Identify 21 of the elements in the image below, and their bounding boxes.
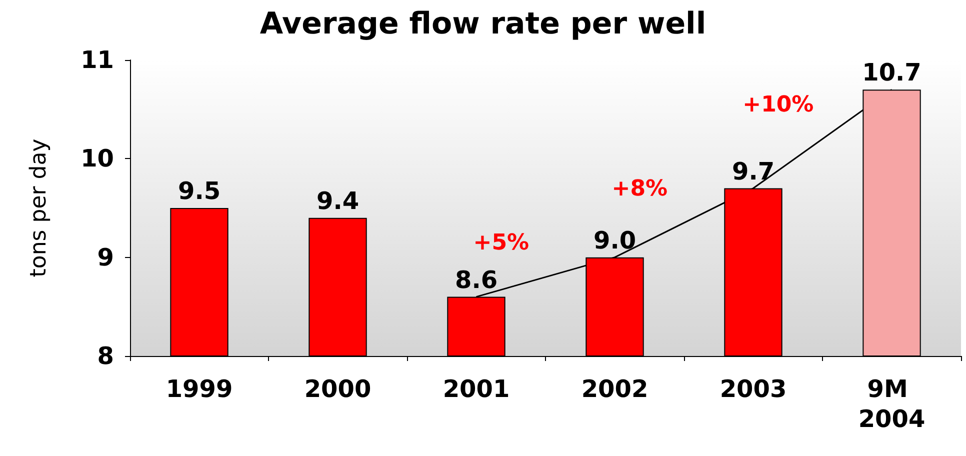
data-label: 9.7 [732,157,775,186]
x-tick-label: 2002 [581,375,648,403]
data-label: 9.4 [316,186,360,215]
x-tick-label: 2003 [720,375,787,403]
y-tick-label: 10 [80,144,114,173]
annotation: +10% [742,92,814,118]
data-label: 9.5 [178,177,221,205]
x-tick-label: 1999 [166,375,233,403]
y-tick-label: 11 [80,46,114,74]
data-label: 10.7 [862,58,922,87]
y-tick-label: 9 [97,243,114,272]
y-tick-label: 8 [97,342,114,370]
x-tick-label: 2000 [304,375,372,403]
y-axis-title: tons per day [26,138,52,278]
data-label: 8.6 [454,266,498,294]
annotation: +8% [612,176,668,202]
annotation: +5% [473,230,530,256]
data-label: 9.0 [593,226,636,254]
x-tick-label: 9M 2004 [858,375,926,433]
x-tick-label: 2001 [442,375,510,403]
chart-title: Average flow rate per well [260,6,706,42]
